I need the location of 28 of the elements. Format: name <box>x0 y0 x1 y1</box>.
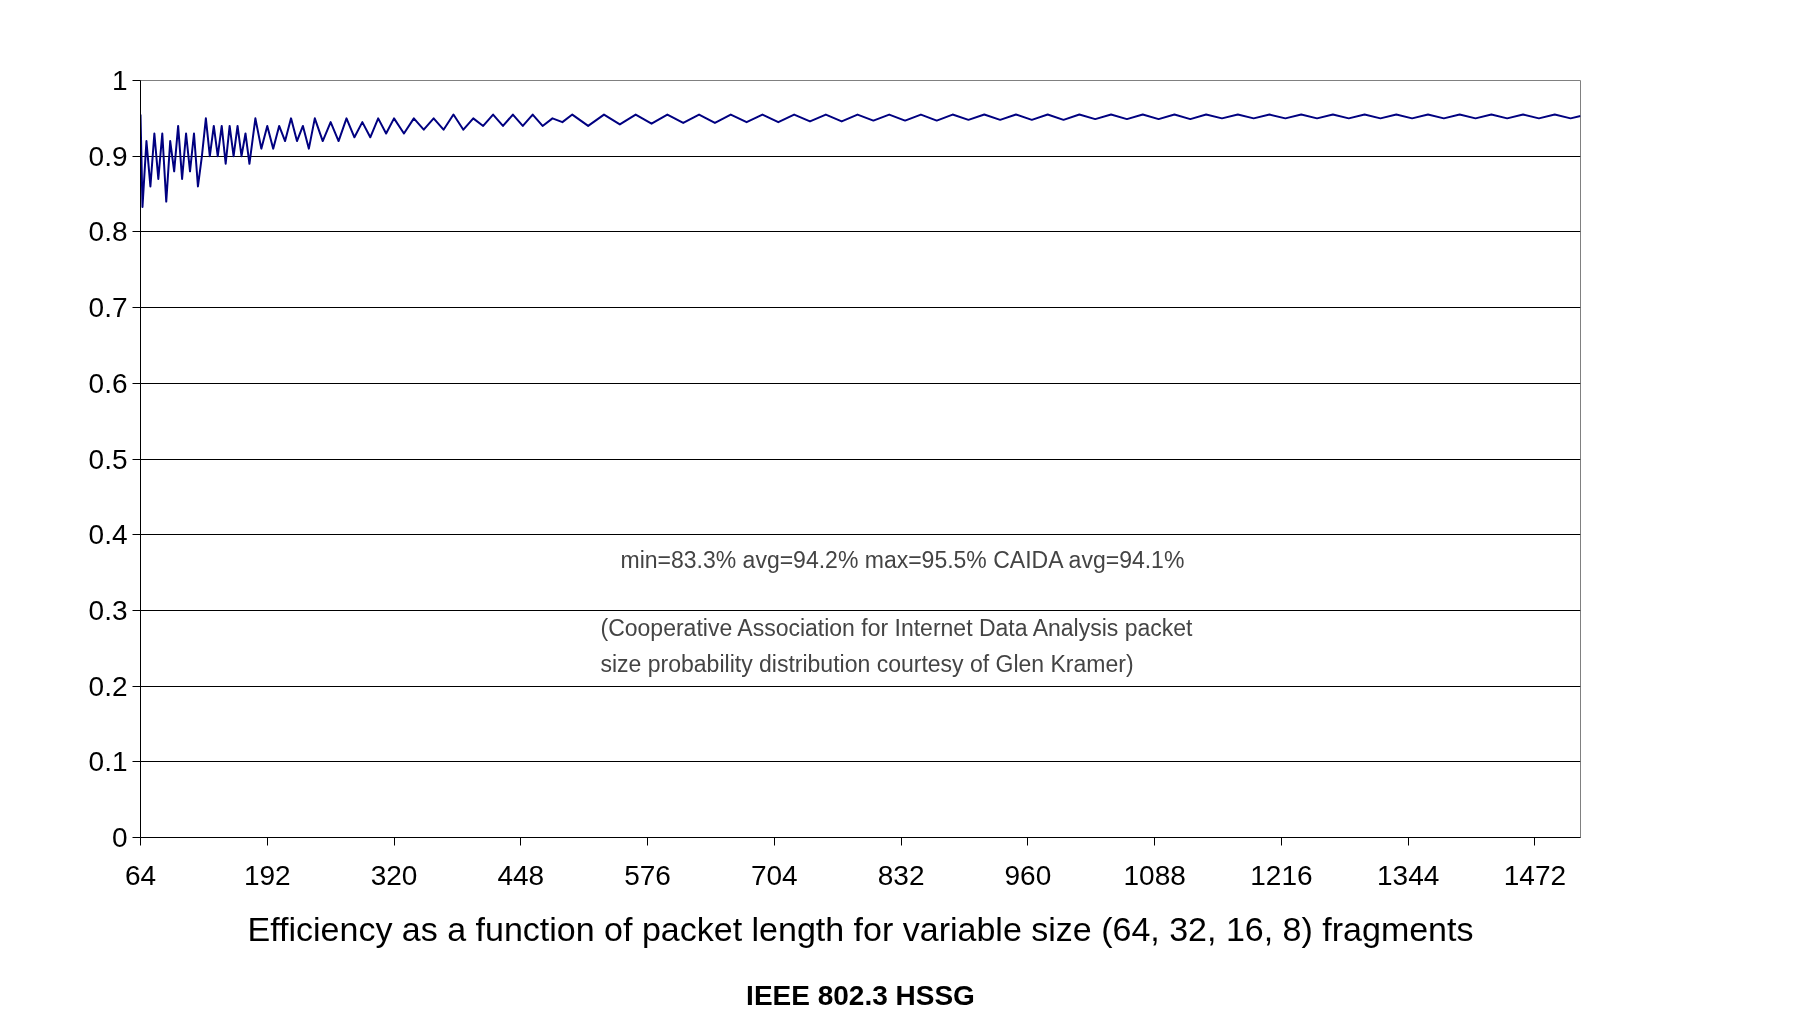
x-tick-label: 192 <box>243 859 291 891</box>
x-tick-label: 1216 <box>1250 859 1313 891</box>
x-tick-label: 320 <box>370 859 418 891</box>
y-tick-label: 0.9 <box>88 140 128 172</box>
y-tick-label: 0.2 <box>88 670 128 702</box>
x-tick-label: 1344 <box>1377 859 1440 891</box>
x-tick-label: 1472 <box>1503 859 1567 891</box>
x-tick-label: 448 <box>497 859 545 891</box>
y-tick-label: 0.1 <box>88 746 128 778</box>
x-tick-label: 832 <box>877 859 925 891</box>
y-tick-label: 0.5 <box>88 443 128 475</box>
x-tick-label: 704 <box>750 859 798 891</box>
x-tick-label: 64 <box>124 859 157 891</box>
x-tick-label: 576 <box>624 859 671 891</box>
y-tick-label: 0.3 <box>88 594 128 626</box>
y-tick-label: 1 <box>111 65 128 96</box>
text: Efficiency as a function of packet length for variable size (64, 32, 16, 8) fragments <box>247 909 1474 948</box>
y-tick-label: 0 <box>111 822 128 853</box>
y-tick-label: 0.4 <box>88 519 128 551</box>
text: IEEE 802.3 HSSG <box>746 979 975 1011</box>
y-tick-label: 0.8 <box>88 216 128 248</box>
y-tick-label: 0.7 <box>88 292 128 324</box>
x-tick-label: 960 <box>1004 859 1052 891</box>
y-tick-label: 0.6 <box>88 367 128 399</box>
annotation: (Cooperative Association for Internet Data Analysis packet size probability distribution courtesy of Glen Kramer) <box>600 615 1194 678</box>
x-tick-label: 1088 <box>1123 859 1186 891</box>
line-series <box>140 113 1581 208</box>
annotation: min=83.3% avg=94.2% max=95.5% CAIDA avg=94.1% <box>620 546 1185 573</box>
